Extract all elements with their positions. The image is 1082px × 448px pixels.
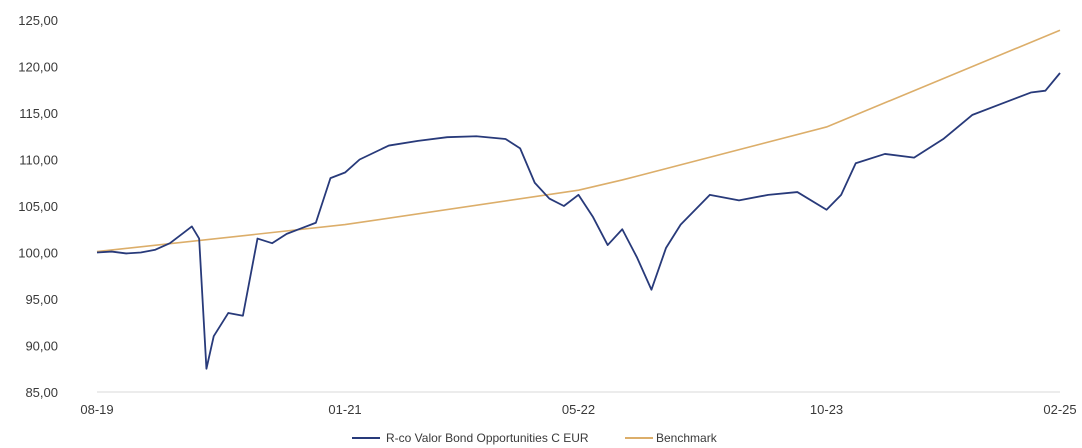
y-axis: 85,00 90,00 95,00 100,00 105,00 110,00 115,00 1… [18,13,58,400]
legend-label: Benchmark [656,431,718,445]
legend: R-co Valor Bond Opportunities C EUR Bench… [352,431,718,445]
series-line-benchmark [96,29,1061,253]
legend-label: R-co Valor Bond Opportunities C EUR [386,431,589,445]
y-tick-label: 105,00 [18,199,58,214]
x-tick-label: 08-19 [80,402,113,417]
series-layer [96,29,1061,370]
y-tick-label: 100,00 [18,246,58,261]
y-tick-label: 115,00 [19,106,58,121]
x-tick-label: 02-25 [1043,402,1076,417]
y-tick-label: 110,00 [19,153,58,168]
x-tick-label: 10-23 [810,402,843,417]
y-tick-label: 95,00 [25,292,58,307]
series-line-fund [96,72,1061,370]
x-tick-label: 05-22 [562,402,595,417]
y-tick-label: 90,00 [25,339,58,354]
y-tick-label: 125,00 [18,13,58,28]
x-axis: 08-19 01-21 05-22 10-23 02-25 [80,391,1077,417]
y-tick-label: 120,00 [18,60,58,75]
x-tick-label: 01-21 [328,402,361,417]
y-tick-label: 85,00 [25,385,58,400]
